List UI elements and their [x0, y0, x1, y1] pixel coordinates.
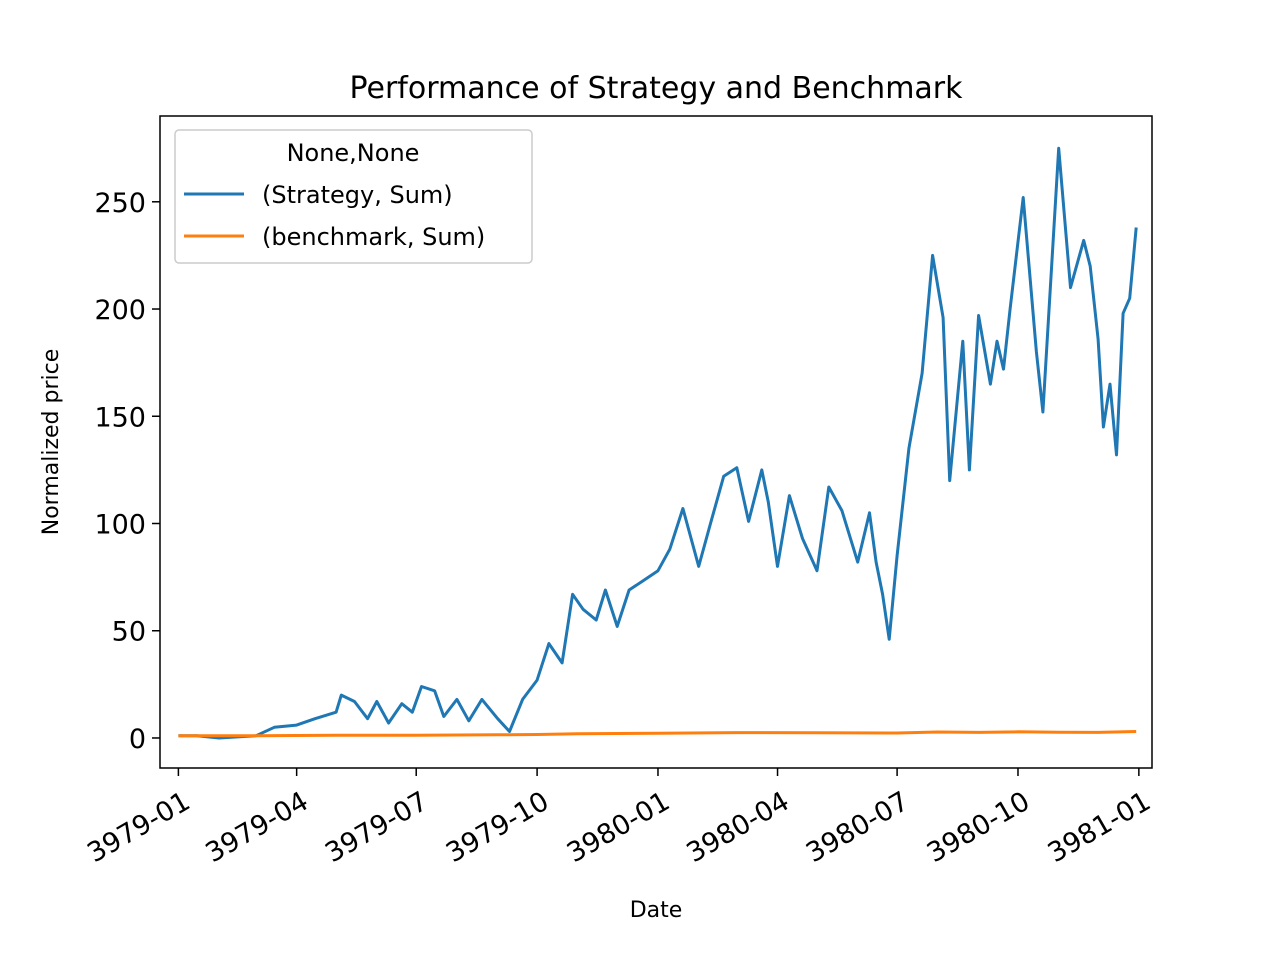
y-tick-label: 50 — [112, 617, 146, 648]
x-tick-label: 3981-01 — [1043, 786, 1156, 869]
x-tick-label: 3979-04 — [201, 786, 314, 869]
legend-box — [174, 129, 533, 264]
x-axis-ticks: 3979-01 3979-04 3979-07 3979-10 3980-01 3980-… — [82, 768, 1156, 869]
x-tick-label: 3979-10 — [441, 786, 554, 869]
x-tick-label: 3980-04 — [681, 786, 794, 869]
y-axis-ticks: 0 50 100 150 200 250 — [94, 188, 160, 755]
x-tick-label: 3979-07 — [320, 786, 433, 869]
y-tick-label: 100 — [94, 510, 146, 541]
legend-entry-strategy: (Strategy, Sum) — [262, 181, 453, 209]
y-tick-label: 200 — [94, 295, 146, 326]
legend: None,None (Strategy, Sum) (benchmark, Su… — [174, 129, 533, 264]
series-line-benchmark — [178, 730, 1137, 738]
plot-lines — [178, 146, 1138, 740]
plot-frame — [159, 115, 1153, 769]
y-axis-label: Normalized price — [39, 349, 64, 536]
x-tick-label: 3979-01 — [82, 786, 195, 869]
x-tick-label: 3980-10 — [922, 786, 1035, 869]
legend-entry-benchmark: (benchmark, Sum) — [262, 223, 485, 251]
y-tick-label: 0 — [129, 724, 146, 755]
x-tick-label: 3980-07 — [801, 786, 914, 869]
y-tick-label: 250 — [94, 188, 146, 219]
y-tick-label: 150 — [94, 402, 146, 433]
series-line-strategy — [178, 146, 1138, 740]
x-tick-label: 3980-01 — [562, 786, 675, 869]
x-axis-label: Date — [630, 898, 683, 923]
legend-title: None,None — [287, 139, 420, 167]
chart-title: Performance of Strategy and Benchmark — [349, 71, 963, 106]
